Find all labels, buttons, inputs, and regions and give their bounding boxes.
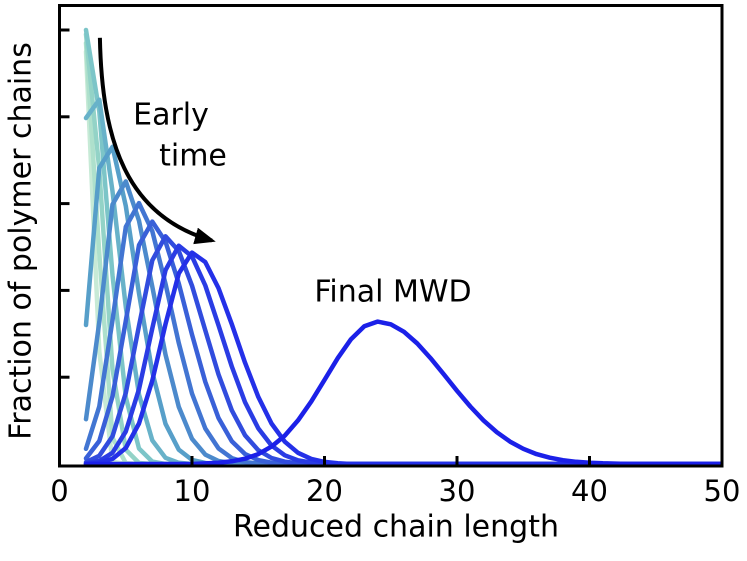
annotation-early-time-line1: Early	[133, 97, 209, 133]
x-axis-title: Reduced chain length	[233, 509, 559, 545]
curve-t07	[83, 179, 721, 467]
curve-final-mwd	[83, 319, 721, 467]
y-axis-title: Fraction of polymer chains	[3, 42, 39, 440]
annotation-final-mwd: Final MWD	[314, 274, 472, 310]
x-tick-label-0: 0	[50, 474, 69, 508]
x-tick-label-10: 10	[173, 474, 211, 508]
axes-frame	[58, 4, 724, 468]
curve-group	[83, 27, 721, 467]
early-time-arrow	[97, 37, 216, 245]
x-tick-label-40: 40	[571, 474, 608, 508]
annotation-early-time-line2: time	[159, 138, 227, 174]
x-tick-label-50: 50	[703, 474, 741, 508]
x-tick-label-20: 20	[306, 474, 343, 508]
x-tick-label-30: 30	[438, 474, 476, 508]
